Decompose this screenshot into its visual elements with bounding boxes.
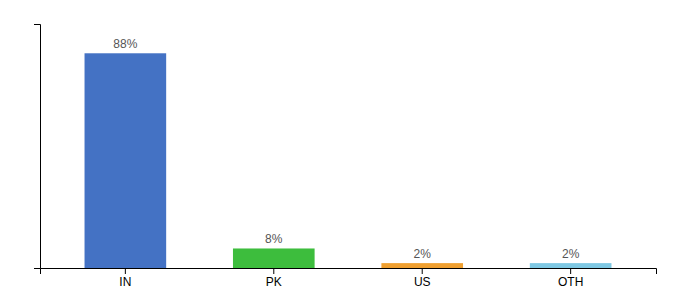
x-tick-mark xyxy=(273,268,274,274)
data-labels: 88% 8% 2% 2% xyxy=(113,37,579,261)
y-axis xyxy=(34,25,41,269)
x-tick-label: US xyxy=(414,275,431,289)
x-axis: IN PK US OTH xyxy=(41,268,657,289)
y-axis-line xyxy=(34,25,41,269)
x-tick-label: IN xyxy=(119,275,131,289)
x-tick: US xyxy=(414,268,431,289)
chart-svg: IN PK US OTH 88% 8% 2% 2% xyxy=(0,0,680,300)
bars xyxy=(85,53,612,268)
x-tick: IN xyxy=(119,268,131,289)
data-label: 88% xyxy=(113,37,137,51)
x-tick-mark xyxy=(422,268,423,274)
x-axis-line xyxy=(41,269,657,275)
data-label: 8% xyxy=(265,232,283,246)
bar xyxy=(381,263,463,268)
x-tick-label: OTH xyxy=(558,275,583,289)
x-tick: PK xyxy=(266,268,282,289)
x-tick: OTH xyxy=(558,268,583,289)
bar xyxy=(233,248,315,268)
x-tick-mark xyxy=(570,268,571,274)
data-label: 2% xyxy=(414,247,432,261)
chart-container: IN PK US OTH 88% 8% 2% 2% xyxy=(0,0,680,300)
x-tick-label: PK xyxy=(266,275,282,289)
data-label: 2% xyxy=(562,247,580,261)
bar xyxy=(530,263,612,268)
bar xyxy=(85,53,167,268)
x-tick-mark xyxy=(125,268,126,274)
plot-area: IN PK US OTH 88% 8% 2% 2% xyxy=(34,25,657,289)
